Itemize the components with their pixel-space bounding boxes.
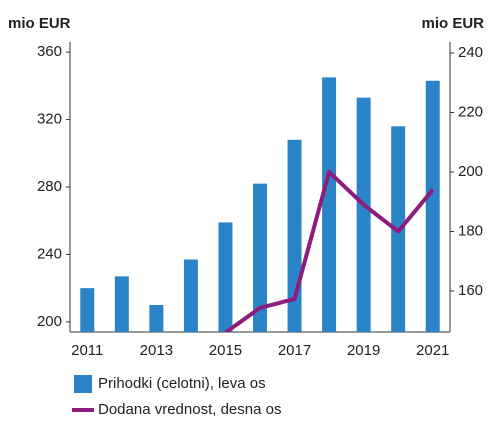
x-tick-label: 2011 [71,342,103,359]
y2-tick-label: 180 [458,222,483,239]
legend-label: Dodana vrednost, desna os [98,401,281,418]
bar [425,80,440,332]
y2-axis-label: mio EUR [421,15,484,32]
x-tick-label: 2015 [209,342,242,359]
y-tick-label: 240 [37,245,62,262]
legend-label: Prihodki (celotni), leva os [98,375,266,392]
y-tick-label: 280 [37,178,62,195]
bar [322,77,337,332]
y-tick-label: 320 [37,111,62,128]
y2-tick-label: 240 [458,44,483,61]
y-axis-label: mio EUR [8,15,71,32]
bar [149,305,164,332]
bar [183,259,198,332]
y2-tick-label: 160 [458,282,483,299]
bar [80,288,95,332]
y2-tick-label: 220 [458,103,483,120]
legend-swatch [74,375,92,393]
bar [356,97,371,333]
y2-tick-label: 200 [458,163,483,180]
bar [287,139,302,332]
x-tick-label: 2017 [278,342,311,359]
x-tick-label: 2019 [347,342,380,359]
x-tick-label: 2013 [140,342,173,359]
bar [253,183,267,332]
bar [218,222,233,332]
x-tick-label: 2021 [416,342,449,359]
y-tick-label: 360 [37,43,62,60]
y-tick-label: 200 [37,313,62,330]
bar [114,276,129,332]
line [224,169,435,332]
